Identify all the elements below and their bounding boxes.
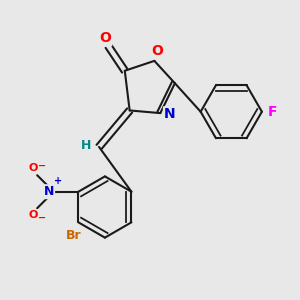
- Text: N: N: [164, 107, 176, 121]
- Text: Br: Br: [66, 229, 82, 242]
- Text: N: N: [44, 185, 54, 198]
- Text: −: −: [38, 161, 46, 171]
- Text: O: O: [29, 163, 38, 173]
- Text: F: F: [268, 105, 277, 119]
- Text: O: O: [29, 210, 38, 220]
- Text: −: −: [38, 213, 46, 223]
- Text: O: O: [99, 32, 111, 45]
- Text: +: +: [54, 176, 62, 186]
- Text: H: H: [81, 139, 91, 152]
- Text: O: O: [151, 44, 163, 58]
